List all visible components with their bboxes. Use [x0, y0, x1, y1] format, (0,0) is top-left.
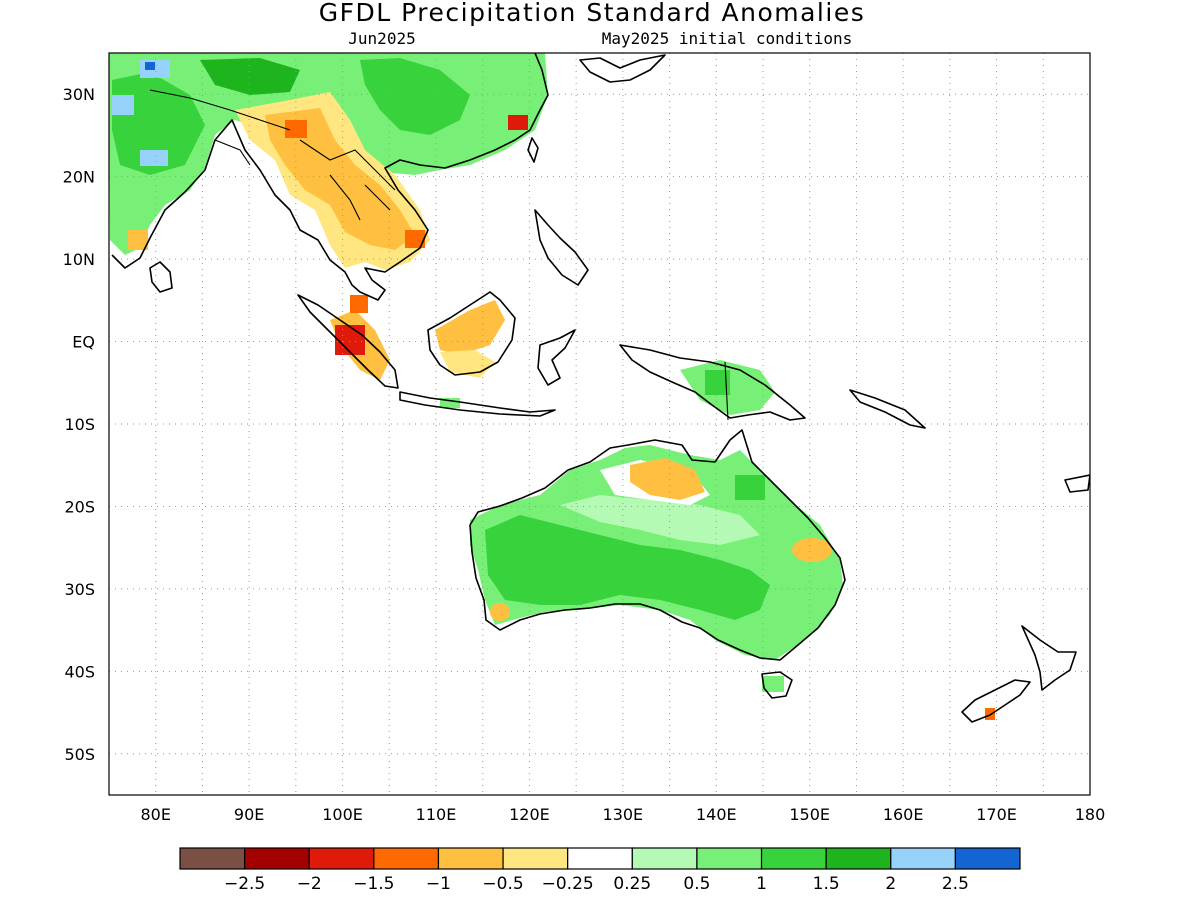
- coastline-sumatra: [297, 294, 399, 389]
- anomaly-region-borneo-dry: [435, 300, 505, 355]
- anomaly-region-china-wet-core: [360, 58, 470, 135]
- longitude-tick-label: 180: [1075, 805, 1106, 824]
- coastline-solomon-islands: [849, 389, 926, 429]
- colorbar-label: 1: [756, 874, 767, 894]
- latitude-tick-labels: 30N 20N 10N EQ 10S 20S 30S 40S 50S: [63, 85, 95, 764]
- colorbar-swatch: [631, 847, 698, 870]
- colorbar-swatch: [437, 847, 504, 870]
- anomaly-patch-sw-australia-dry: [490, 603, 510, 621]
- anomaly-patch-east-coast-dry: [792, 538, 832, 562]
- map-title: GFDL Precipitation Standard Anomalies: [319, 0, 865, 27]
- colorbar-swatch: [567, 847, 633, 870]
- coastline-asia-mainland: [111, 53, 549, 301]
- coastline-new-guinea: [619, 344, 806, 421]
- coastline-australia: [469, 429, 846, 661]
- forecast-month: Jun2025: [348, 29, 415, 48]
- longitude-tick-label: 150E: [789, 805, 830, 824]
- coastline-new-zealand-south: [961, 679, 1031, 723]
- anomaly-patch-queensland-wet-core: [735, 475, 765, 500]
- anomaly-patch-malaysia-dry: [350, 295, 368, 313]
- latitude-tick-label: EQ: [72, 333, 95, 352]
- colorbar-label: −1: [426, 874, 451, 894]
- colorbar: −2.5 −2 −1.5 −1 −0.5 −0.25 0.25 0.5 1 1.5 2 2.5: [179, 847, 1021, 894]
- anomaly-field-layer: [109, 53, 995, 720]
- colorbar-label: 1.5: [813, 874, 840, 894]
- colorbar-swatch: [373, 847, 440, 870]
- coastline-sri-lanka: [149, 261, 173, 293]
- latitude-tick-label: 40S: [64, 662, 95, 681]
- longitude-tick-label: 100E: [322, 805, 363, 824]
- anomaly-patch-nepal-2p5: [145, 62, 155, 70]
- colorbar-swatch: [502, 847, 569, 870]
- colorbar-label: −0.5: [482, 874, 523, 894]
- country-borders: [149, 89, 729, 421]
- longitude-tick-label: 170E: [976, 805, 1017, 824]
- anomaly-patch-india-dry: [128, 230, 148, 250]
- colorbar-swatch: [954, 847, 1021, 870]
- colorbar-swatch: [696, 847, 763, 870]
- coastline-tasmania: [761, 671, 793, 699]
- latitude-tick-label: 20N: [63, 168, 95, 187]
- latitude-tick-label: 30S: [64, 580, 95, 599]
- longitude-tick-label: 90E: [234, 805, 264, 824]
- coastlines: [111, 53, 1090, 723]
- plot-frame: [108, 52, 1091, 796]
- coastline-philippines: [534, 209, 589, 286]
- longitude-tick-labels: 80E 90E 100E 110E 120E 130E 140E 150E 160E 170E 18…: [140, 805, 1105, 824]
- anomaly-patch-india-2a: [112, 95, 134, 115]
- colorbar-swatch: [760, 847, 827, 870]
- longitude-tick-label: 120E: [509, 805, 550, 824]
- colorbar-label: −0.25: [542, 874, 594, 894]
- coastline-new-zealand-north: [1021, 625, 1077, 691]
- colorbar-label: −2.5: [224, 874, 265, 894]
- latitude-tick-label: 10S: [64, 415, 95, 434]
- coastline-fiji: [1064, 474, 1090, 493]
- coastline-sulawesi: [537, 329, 576, 386]
- latitude-tick-label: 50S: [64, 745, 95, 764]
- anomaly-region-indochina-dry-core: [265, 108, 415, 250]
- colorbar-label: −1.5: [353, 874, 394, 894]
- colorbar-swatch: [890, 847, 956, 870]
- coastline-borneo: [427, 291, 516, 376]
- longitude-tick-label: 80E: [140, 805, 170, 824]
- graticule: [109, 53, 1090, 795]
- longitude-tick-label: 110E: [416, 805, 457, 824]
- anomaly-patch-china-dry-1: [508, 115, 528, 130]
- anomaly-patch-vietnam-dry-1: [405, 230, 425, 248]
- colorbar-label: 0.5: [683, 874, 710, 894]
- colorbar-swatch: [179, 847, 246, 870]
- latitude-tick-label: 30N: [63, 85, 95, 104]
- anomaly-region-australia-slight-wet: [560, 495, 760, 545]
- anomaly-region-northern-australia-dry: [630, 458, 705, 500]
- anomaly-patch-sumatra-dry-2: [335, 325, 365, 355]
- coastline-japan: [579, 54, 666, 83]
- colorbar-swatch: [825, 847, 892, 870]
- colorbar-swatch: [244, 847, 310, 870]
- anomaly-patch-new-zealand-dry: [985, 708, 995, 720]
- latitude-tick-label: 20S: [64, 497, 95, 516]
- anomaly-region-australia-wet-core: [485, 515, 770, 620]
- coastline-taiwan: [527, 137, 539, 163]
- colorbar-label: 2: [885, 874, 896, 894]
- colorbar-label: 0.25: [613, 874, 651, 894]
- colorbar-label: 2.5: [942, 874, 969, 894]
- colorbar-swatch: [308, 847, 375, 870]
- anomaly-patch-java-wet: [440, 398, 460, 408]
- initial-conditions-label: May2025 initial conditions: [602, 29, 852, 48]
- latitude-tick-label: 10N: [63, 250, 95, 269]
- anomaly-patch-india-2b: [140, 150, 168, 166]
- anomaly-region-india-wet-core: [112, 72, 205, 175]
- longitude-tick-label: 140E: [696, 805, 737, 824]
- longitude-tick-label: 130E: [603, 805, 644, 824]
- anomaly-region-tibet-wet: [200, 58, 300, 95]
- colorbar-label: −2: [297, 874, 322, 894]
- anomaly-patch-tasmania-wet: [762, 676, 784, 692]
- longitude-tick-label: 160E: [883, 805, 924, 824]
- anomaly-patch-myanmar-dry-1: [285, 120, 307, 138]
- coastline-java: [399, 391, 556, 417]
- border-south-asia: [149, 89, 729, 421]
